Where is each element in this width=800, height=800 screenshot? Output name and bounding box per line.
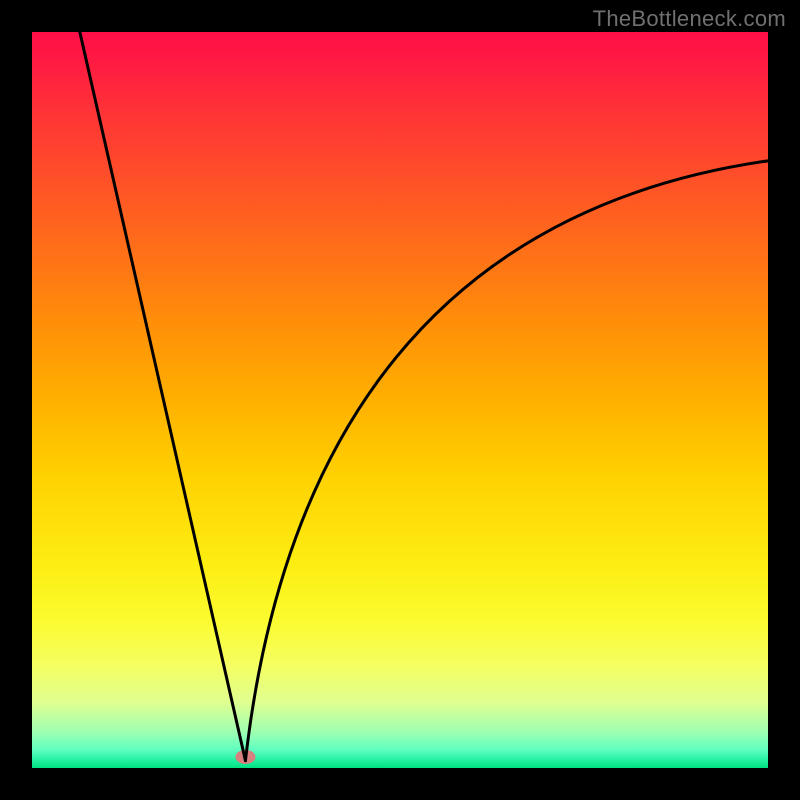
gradient-background [32, 32, 768, 768]
bottleneck-curve-chart [32, 32, 768, 768]
watermark-text: TheBottleneck.com [593, 6, 786, 32]
chart-container [32, 32, 768, 768]
